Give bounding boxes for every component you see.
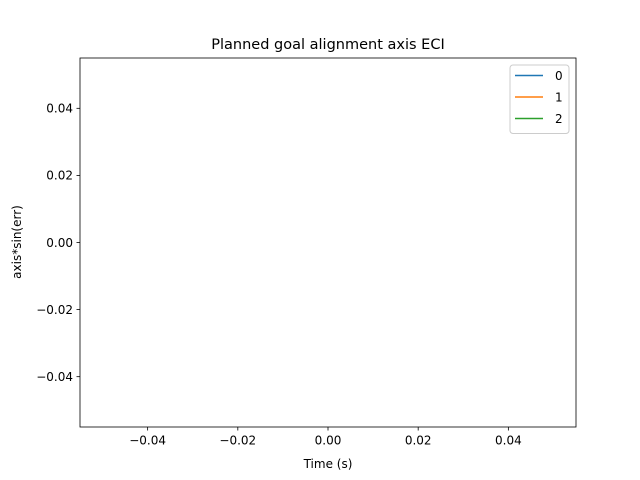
x-tick-label: 0.00 — [315, 434, 342, 448]
x-tick-label: −0.04 — [129, 434, 166, 448]
y-tick-label: 0.00 — [46, 236, 73, 250]
x-tick-label: 0.02 — [405, 434, 432, 448]
y-tick-label: −0.04 — [36, 370, 73, 384]
legend-label-2: 2 — [555, 112, 563, 126]
legend-label-1: 1 — [555, 90, 563, 104]
x-axis-label: Time (s) — [303, 457, 353, 471]
y-tick-label: −0.02 — [36, 303, 73, 317]
y-axis: −0.04 −0.02 0.00 0.02 0.04 — [36, 102, 80, 384]
y-tick-label: 0.02 — [46, 169, 73, 183]
x-axis: −0.04 −0.02 0.00 0.02 0.04 — [129, 427, 522, 448]
x-tick-label: 0.04 — [495, 434, 522, 448]
x-tick-label: −0.02 — [219, 434, 256, 448]
legend: 0 1 2 — [509, 64, 570, 134]
legend-box — [509, 64, 570, 134]
chart-title: Planned goal alignment axis ECI — [211, 37, 444, 53]
legend-label-0: 0 — [555, 69, 563, 83]
y-axis-label: axis*sin(err) — [10, 205, 24, 279]
plot-frame — [79, 57, 577, 428]
y-tick-label: 0.04 — [46, 102, 73, 116]
